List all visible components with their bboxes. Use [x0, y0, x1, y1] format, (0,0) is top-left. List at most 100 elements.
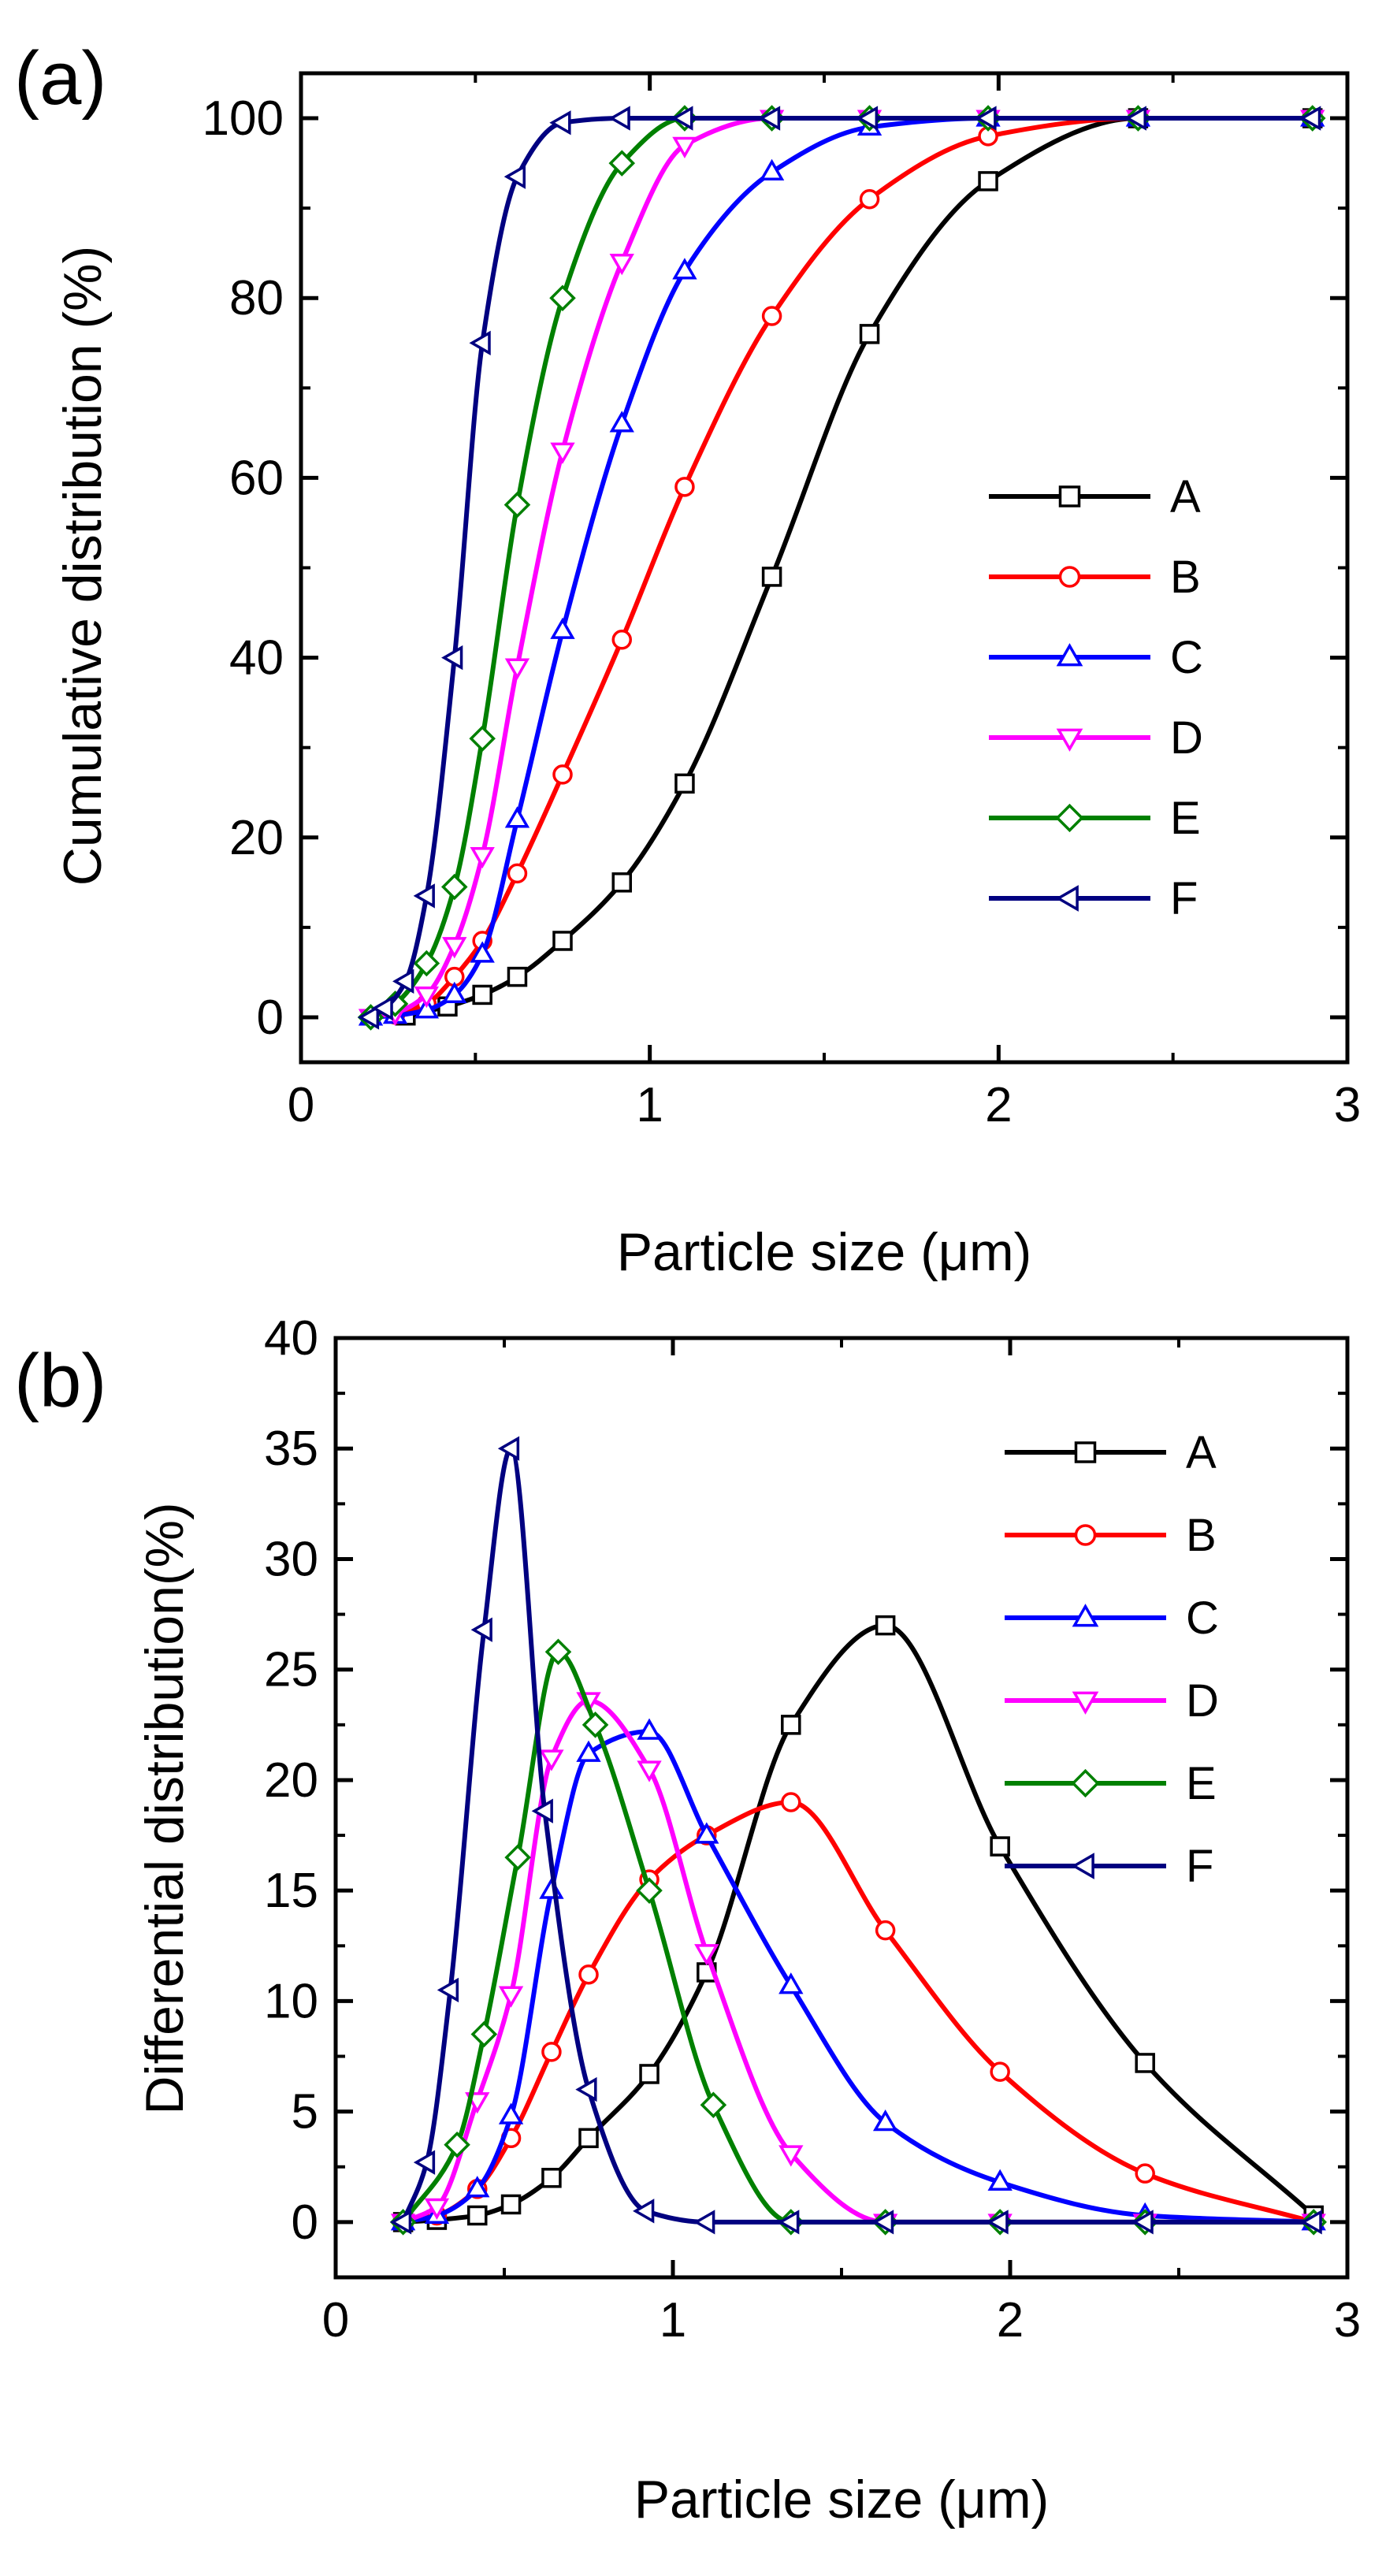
data-point-A — [507, 966, 528, 987]
y-tick-label: 0 — [292, 2195, 318, 2250]
series-C — [390, 1718, 1326, 2231]
legend-entry-E: E — [1005, 1758, 1217, 1809]
y-tick-label: 20 — [264, 1753, 318, 1808]
data-point-F — [357, 1005, 380, 1030]
data-point-D — [539, 1749, 564, 1771]
legend-label: E — [1170, 793, 1201, 844]
y-tick-label: 60 — [229, 451, 284, 505]
data-point-E — [504, 1844, 531, 1871]
series-F — [357, 106, 1321, 1030]
data-point-F — [778, 2210, 800, 2235]
legend-marker — [1055, 885, 1079, 912]
data-point-D — [694, 1944, 719, 1966]
data-point-B — [552, 764, 573, 785]
data-point-D — [442, 937, 467, 959]
data-point-F — [693, 2210, 715, 2235]
legend-marker — [1074, 1441, 1097, 1463]
legend-label: E — [1186, 1758, 1217, 1809]
data-point-B — [611, 630, 633, 650]
legend-marker — [1058, 566, 1081, 588]
data-point-C — [872, 2109, 898, 2132]
data-point-A — [552, 931, 573, 951]
y-tick-label: 35 — [264, 1422, 318, 1476]
series-line-C — [403, 1729, 1314, 2225]
x-tick-label: 3 — [1334, 2293, 1361, 2347]
legend-marker — [1055, 803, 1084, 833]
x-tick-label: 2 — [985, 1078, 1012, 1132]
x-tick-label: 3 — [1334, 1078, 1361, 1132]
panel-b-y-axis-title: Differential distribution(%) — [135, 1502, 195, 2114]
y-tick-label: 25 — [264, 1643, 318, 1697]
data-point-A — [541, 2168, 562, 2188]
data-point-F — [671, 106, 693, 131]
legend-marker — [1071, 1768, 1100, 1798]
data-point-B — [990, 2061, 1010, 2082]
data-point-A — [467, 2205, 488, 2226]
data-point-F — [549, 110, 571, 136]
data-point-C — [498, 2102, 524, 2124]
data-point-E — [444, 2131, 470, 2158]
y-tick-label: 20 — [229, 811, 284, 865]
data-point-A — [472, 984, 492, 1005]
data-point-F — [1131, 2210, 1154, 2235]
data-point-E — [608, 150, 636, 177]
data-point-F — [503, 164, 526, 189]
legend-entry-D: D — [989, 712, 1203, 764]
y-tick-label: 80 — [229, 271, 284, 325]
series-E — [389, 1638, 1327, 2236]
data-point-F — [633, 2199, 655, 2224]
data-point-C — [465, 2176, 490, 2198]
data-point-C — [442, 981, 467, 1003]
data-point-A — [990, 1836, 1010, 1857]
data-point-F — [470, 1617, 492, 1642]
data-point-D — [498, 1986, 524, 2008]
data-point-F — [608, 106, 630, 131]
x-tick-label: 0 — [288, 1078, 314, 1132]
y-tick-label: 100 — [203, 91, 284, 146]
data-point-C — [778, 1972, 804, 1994]
data-point-B — [875, 1920, 896, 1941]
data-point-B — [781, 1792, 801, 1812]
data-point-C — [987, 2169, 1013, 2191]
x-tick-label: 1 — [660, 2293, 686, 2347]
legend-entry-C: C — [1005, 1593, 1219, 1644]
legend-entry-B: B — [1005, 1510, 1217, 1561]
data-point-C — [576, 1740, 601, 1762]
data-point-F — [392, 968, 414, 994]
y-tick-label: 40 — [229, 631, 284, 686]
data-point-A — [578, 2128, 599, 2149]
data-point-E — [582, 1712, 609, 1738]
y-tick-label: 0 — [257, 991, 284, 1045]
x-tick-label: 1 — [636, 1078, 663, 1132]
data-point-B — [1135, 2163, 1155, 2184]
data-point-F — [441, 645, 463, 671]
x-tick-label: 0 — [322, 2293, 349, 2347]
legend-entry-E: E — [989, 793, 1201, 844]
data-point-C — [759, 158, 785, 181]
panel-a-label: (a) — [14, 36, 106, 121]
data-point-E — [440, 873, 468, 901]
legend-marker — [1056, 643, 1083, 667]
data-point-C — [470, 941, 495, 963]
data-point-E — [636, 1877, 663, 1904]
series-line-F — [400, 1446, 1314, 2225]
y-tick-label: 5 — [292, 2085, 318, 2139]
data-point-F — [531, 1798, 553, 1823]
data-point-D — [778, 2145, 804, 2167]
panel-b-label: (b) — [14, 1339, 106, 1423]
data-point-C — [550, 617, 575, 639]
data-point-E — [544, 1638, 572, 1666]
data-point-F — [413, 2150, 436, 2175]
data-point-F — [975, 106, 997, 131]
legend-label: A — [1170, 471, 1201, 522]
data-point-E — [700, 2091, 727, 2119]
data-point-C — [414, 997, 440, 1019]
data-point-F — [856, 106, 879, 131]
legend-label: F — [1170, 873, 1198, 924]
data-point-F — [371, 995, 393, 1021]
legend-label: A — [1186, 1427, 1217, 1478]
